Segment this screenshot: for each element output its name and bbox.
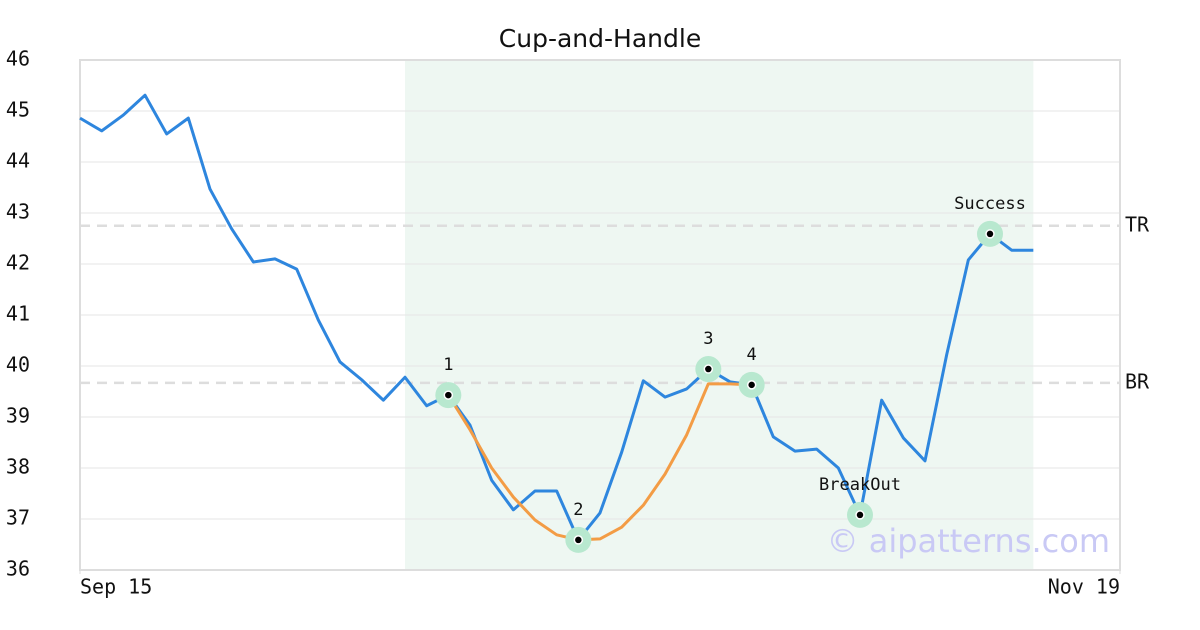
- annotation-point: [443, 390, 454, 400]
- level-label: TR: [1125, 212, 1150, 236]
- watermark: © aipatterns.com: [827, 522, 1110, 560]
- y-tick-label: 40: [6, 353, 30, 377]
- y-tick-label: 43: [6, 200, 30, 224]
- plot-frame: [79, 59, 1121, 571]
- x-tick-label: Sep 15: [80, 575, 152, 599]
- annotation-point: [746, 380, 757, 390]
- annotation-label: 1: [443, 355, 453, 375]
- y-tick-label: 46: [6, 47, 30, 71]
- y-tick-label: 42: [6, 251, 30, 275]
- series-line: [447, 382, 752, 542]
- series-line: [79, 93, 1034, 542]
- annotation-label: BreakOut: [819, 475, 901, 495]
- x-tick-label: Nov 19: [1048, 575, 1120, 599]
- annotation-label: 3: [703, 329, 713, 349]
- y-tick-label: 39: [6, 404, 30, 428]
- chart-title: Cup-and-Handle: [499, 24, 701, 53]
- annotation-point: [985, 229, 995, 239]
- annotation-point: [855, 510, 865, 520]
- y-tick-label: 45: [6, 98, 30, 122]
- annotation-label: Success: [954, 194, 1026, 214]
- annotation-label: 2: [573, 500, 583, 520]
- y-tick-label: 37: [6, 506, 30, 530]
- y-tick-label: 36: [6, 557, 30, 581]
- y-tick-label: 44: [6, 149, 30, 173]
- y-tick-label: 38: [6, 455, 30, 479]
- annotation-point: [703, 364, 714, 374]
- annotation-label: 4: [747, 345, 757, 365]
- y-tick-label: 41: [6, 302, 30, 326]
- level-label: BR: [1125, 369, 1150, 393]
- annotation-point: [573, 535, 584, 545]
